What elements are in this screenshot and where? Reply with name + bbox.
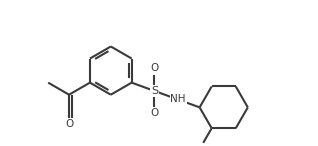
Text: NH: NH <box>170 94 186 104</box>
Text: O: O <box>150 108 158 118</box>
Text: O: O <box>65 119 73 129</box>
Text: S: S <box>151 86 158 96</box>
Text: O: O <box>150 64 158 73</box>
